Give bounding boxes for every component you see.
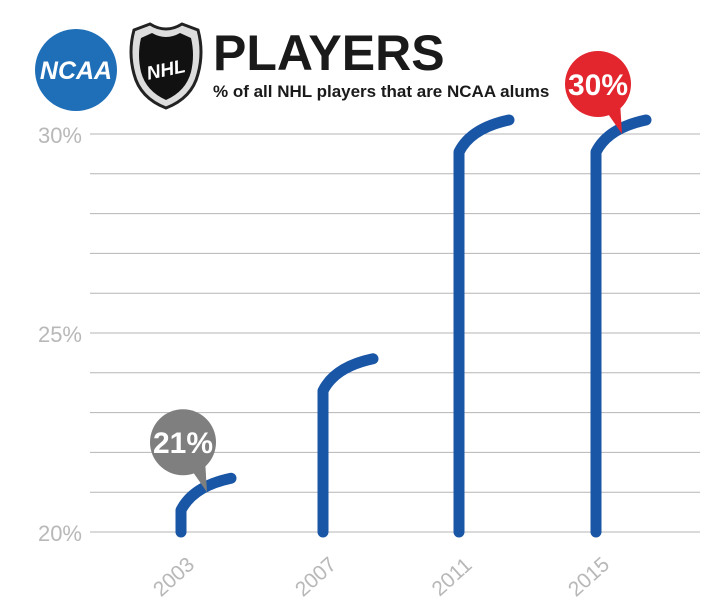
header: NCAA NHL PLAYERS % of all NHL players th… — [35, 22, 549, 111]
y-axis: 20% 25% 30% — [38, 123, 82, 546]
callouts: 21% 30% — [150, 51, 631, 493]
x-tick-label: 2007 — [291, 553, 341, 601]
data-label: 21% — [153, 427, 213, 460]
y-tick-label: 25% — [38, 322, 82, 347]
callout-2015: 30% — [565, 51, 631, 134]
x-tick-label: 2003 — [149, 553, 199, 601]
data-label: 30% — [568, 69, 628, 102]
hockey-stick-bars — [175, 114, 652, 538]
page-title: PLAYERS — [213, 25, 445, 81]
bar-2003 — [175, 472, 237, 538]
ncaa-logo-text: NCAA — [40, 57, 112, 85]
x-tick-label: 2011 — [428, 553, 477, 600]
x-axis: 2003 2007 2011 2015 — [149, 553, 614, 601]
callout-bubble — [565, 51, 631, 117]
callout-2003: 21% — [150, 409, 216, 493]
page-subtitle: % of all NHL players that are NCAA alums — [213, 82, 549, 101]
bar-2011 — [453, 114, 515, 538]
nhl-logo: NHL — [129, 22, 203, 110]
bar-2015 — [590, 114, 652, 538]
ncaa-logo: NCAA — [35, 29, 117, 111]
callout-bubble — [150, 409, 216, 476]
y-tick-label: 20% — [38, 521, 82, 546]
y-tick-label: 30% — [38, 123, 82, 148]
bar-2007 — [317, 353, 379, 538]
x-tick-label: 2015 — [564, 553, 614, 601]
